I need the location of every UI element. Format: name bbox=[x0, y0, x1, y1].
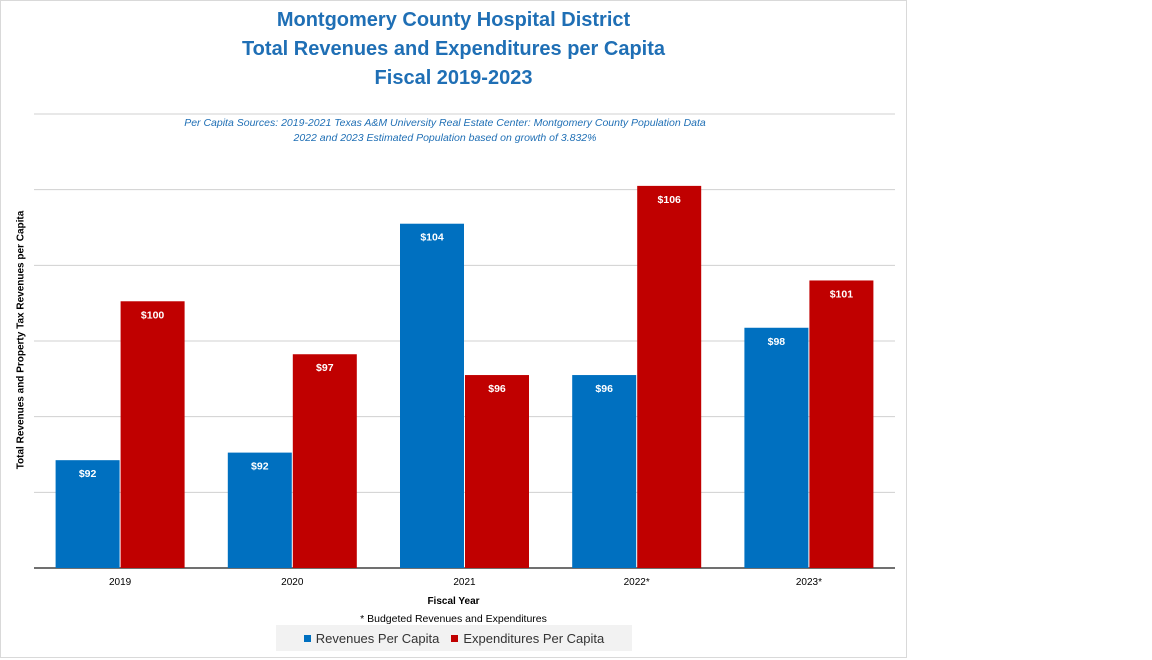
data-label-expenditures: $96 bbox=[488, 383, 506, 395]
bar-expenditures-2022 bbox=[637, 185, 702, 568]
data-label-revenues: $92 bbox=[79, 468, 97, 480]
data-label-revenues: $98 bbox=[768, 336, 786, 348]
chart-subtitle-line-2: 2022 and 2023 Estimated Population based… bbox=[293, 132, 597, 144]
bar-expenditures-2023 bbox=[809, 280, 874, 568]
bar-revenues-2022 bbox=[572, 375, 637, 568]
x-tick-label: 2021 bbox=[453, 577, 476, 588]
bar-revenues-2019 bbox=[55, 460, 120, 568]
bar-expenditures-2021 bbox=[465, 375, 529, 568]
bar-expenditures-2019 bbox=[120, 301, 185, 568]
chart-subtitle-line-1: Per Capita Sources: 2019-2021 Texas A&M … bbox=[184, 117, 706, 129]
bar-expenditures-2020 bbox=[292, 354, 357, 568]
chart-title-line-3: Fiscal 2019-2023 bbox=[374, 67, 533, 89]
x-tick-label: 2023* bbox=[796, 577, 822, 588]
legend-swatch-revenues bbox=[303, 634, 311, 642]
data-label-revenues: $104 bbox=[420, 232, 444, 244]
footnote: * Budgeted Revenues and Expenditures bbox=[360, 613, 547, 625]
data-label-revenues: $92 bbox=[251, 461, 269, 473]
legend: Revenues Per Capita Expenditures Per Cap… bbox=[276, 625, 632, 651]
x-tick-label: 2019 bbox=[109, 577, 132, 588]
bar-revenues-2020 bbox=[227, 452, 292, 568]
bar-revenues-2023 bbox=[744, 327, 809, 568]
data-label-revenues: $96 bbox=[595, 383, 613, 395]
legend-label-revenues: Revenues Per Capita bbox=[315, 630, 440, 646]
data-label-expenditures: $100 bbox=[141, 309, 165, 321]
legend-item-revenues: Revenues Per Capita bbox=[303, 630, 440, 646]
legend-swatch-expenditures bbox=[451, 634, 459, 642]
legend-item-expenditures: Expenditures Per Capita bbox=[451, 631, 604, 646]
chart-title-line-2: Total Revenues and Expenditures per Capi… bbox=[241, 38, 666, 60]
data-label-expenditures: $106 bbox=[658, 194, 682, 206]
x-tick-label: 2020 bbox=[281, 577, 304, 588]
bar-revenues-2021 bbox=[400, 223, 464, 568]
legend-label-expenditures: Expenditures Per Capita bbox=[463, 630, 605, 646]
x-axis-label: Fiscal Year bbox=[427, 596, 480, 607]
data-label-expenditures: $101 bbox=[830, 288, 854, 300]
bar-plot: $92 $100 2019 $92 $97 2020 $104 $96 2021 $96 $106 2… bbox=[34, 113, 895, 588]
chart-title-line-1: Montgomery County Hospital District bbox=[276, 9, 631, 31]
data-label-expenditures: $97 bbox=[316, 362, 334, 374]
x-tick-label: 2022* bbox=[624, 577, 650, 588]
